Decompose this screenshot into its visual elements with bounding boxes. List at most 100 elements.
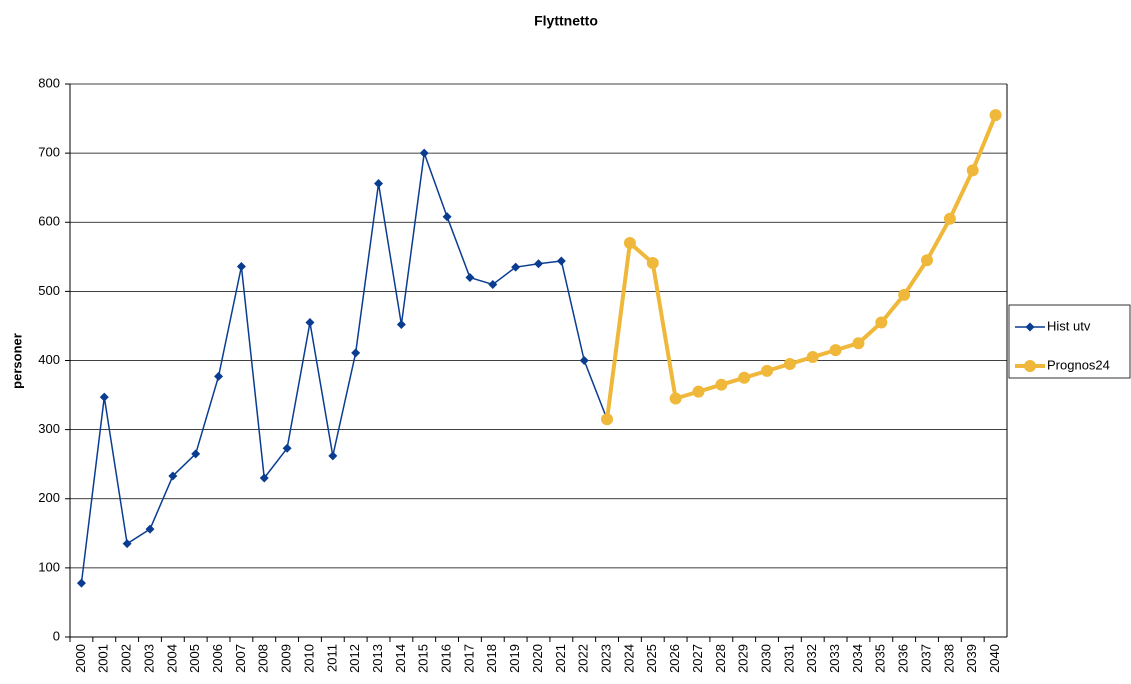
- y-tick-label: 500: [38, 283, 60, 298]
- data-point: [623, 236, 636, 249]
- x-tick-label: 2025: [644, 644, 659, 673]
- data-point: [875, 316, 888, 329]
- y-tick-label: 400: [38, 352, 60, 367]
- x-tick-label: 2013: [370, 644, 385, 673]
- legend-label: Hist utv: [1047, 318, 1091, 333]
- data-point: [328, 451, 338, 461]
- x-tick-label: 2004: [164, 644, 179, 673]
- data-point: [556, 256, 566, 266]
- data-point: [419, 148, 429, 158]
- data-point: [761, 364, 774, 377]
- x-tick-label: 2000: [73, 644, 88, 673]
- data-point: [692, 385, 705, 398]
- data-point: [829, 344, 842, 357]
- x-tick-label: 2038: [941, 644, 956, 673]
- x-tick-label: 2017: [461, 644, 476, 673]
- y-tick-label: 100: [38, 559, 60, 574]
- data-point: [99, 392, 109, 402]
- x-tick-label: 2026: [667, 644, 682, 673]
- data-point: [236, 261, 246, 271]
- x-tick-label: 2028: [713, 644, 728, 673]
- data-point: [191, 449, 201, 459]
- y-tick-label: 800: [38, 75, 60, 90]
- x-tick-label: 2021: [553, 644, 568, 673]
- x-tick-label: 2037: [918, 644, 933, 673]
- x-tick-label: 2031: [781, 644, 796, 673]
- data-point: [534, 259, 543, 269]
- x-tick-label: 2019: [507, 644, 522, 673]
- x-tick-label: 2014: [393, 644, 408, 673]
- x-tick-label: 2040: [987, 644, 1002, 673]
- x-tick-label: 2027: [690, 644, 705, 673]
- data-point: [374, 179, 384, 189]
- y-tick-label: 0: [53, 628, 60, 643]
- data-point: [966, 164, 979, 177]
- y-tick-label: 300: [38, 421, 60, 436]
- data-point: [601, 413, 614, 426]
- data-point: [579, 356, 589, 365]
- x-tick-label: 2034: [850, 644, 865, 673]
- data-point: [943, 212, 956, 225]
- data-point: [738, 371, 751, 384]
- data-point: [122, 539, 132, 549]
- data-point: [852, 337, 865, 350]
- data-point: [442, 212, 452, 222]
- legend-marker: [1025, 322, 1035, 332]
- x-tick-label: 2012: [347, 644, 362, 673]
- series-line: [605, 114, 998, 420]
- x-tick-label: 2023: [598, 644, 613, 673]
- data-point: [168, 471, 178, 481]
- y-tick-label: 200: [38, 490, 60, 505]
- x-tick-label: 2011: [324, 644, 339, 672]
- chart-title: Flyttnetto: [534, 13, 598, 29]
- y-axis-label: personer: [9, 333, 24, 389]
- x-tick-label: 2008: [256, 644, 271, 673]
- data-point: [511, 262, 521, 272]
- data-point: [488, 279, 498, 289]
- data-point: [715, 378, 728, 391]
- y-tick-label: 600: [38, 214, 60, 229]
- data-point: [305, 317, 315, 327]
- data-point: [783, 357, 796, 370]
- x-tick-label: 2039: [964, 644, 979, 673]
- x-tick-label: 2003: [141, 644, 156, 673]
- data-point: [806, 351, 819, 364]
- legend-marker: [1024, 360, 1036, 372]
- data-point: [669, 392, 682, 405]
- data-point: [351, 348, 361, 358]
- x-tick-label: 2010: [301, 644, 316, 673]
- data-point: [145, 524, 155, 534]
- data-point: [989, 109, 1002, 122]
- x-tick-label: 2035: [873, 644, 888, 673]
- x-tick-label: 2006: [210, 644, 225, 673]
- x-tick-label: 2032: [804, 644, 819, 673]
- x-tick-label: 2036: [896, 644, 911, 673]
- data-point: [921, 254, 934, 267]
- x-tick-label: 2005: [187, 644, 202, 673]
- data-point: [282, 443, 292, 453]
- x-tick-label: 2020: [530, 644, 545, 673]
- data-point: [465, 273, 475, 283]
- x-tick-label: 2030: [758, 644, 773, 673]
- y-tick-label: 700: [38, 145, 60, 160]
- x-tick-label: 2022: [576, 644, 591, 673]
- x-tick-label: 2015: [416, 644, 431, 673]
- x-tick-label: 2007: [233, 644, 248, 673]
- legend-label: Prognos24: [1047, 357, 1110, 372]
- data-point: [76, 578, 86, 588]
- x-tick-label: 2002: [119, 644, 134, 673]
- data-point: [214, 371, 224, 381]
- x-tick-label: 2029: [736, 644, 751, 673]
- x-tick-label: 2009: [279, 644, 294, 673]
- data-point: [259, 473, 269, 483]
- x-tick-label: 2016: [439, 644, 454, 673]
- x-tick-label: 2018: [484, 644, 499, 673]
- data-point: [898, 288, 911, 301]
- data-point: [646, 257, 659, 270]
- x-tick-label: 2001: [96, 644, 111, 673]
- x-tick-label: 2033: [827, 644, 842, 673]
- x-tick-label: 2024: [621, 644, 636, 673]
- data-point: [396, 320, 406, 330]
- series-line: [80, 152, 608, 584]
